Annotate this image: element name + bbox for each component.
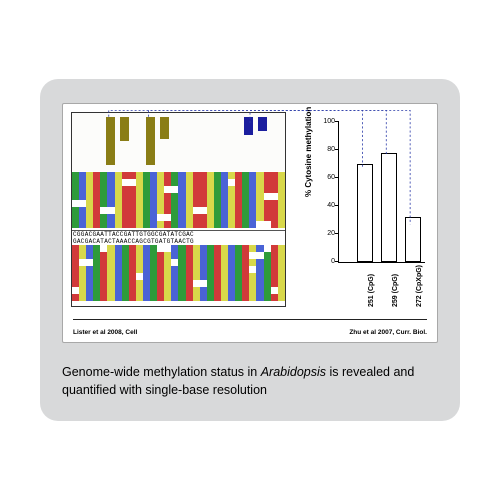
chart-bar — [357, 164, 373, 262]
chart-plot-area: 020406080100 — [338, 122, 425, 263]
sequence-row — [72, 172, 285, 179]
chart-bar — [381, 153, 397, 262]
divider-line — [73, 319, 427, 320]
x-tick-label: 251 (CpG) — [368, 274, 375, 307]
sequence-row — [72, 186, 285, 193]
x-tick-label: 259 (CpG) — [392, 274, 399, 307]
caption-pre: Genome-wide methylation status in — [62, 365, 261, 379]
track-bar — [106, 117, 115, 165]
citation-left: Lister et al 2008, Cell — [73, 329, 137, 336]
methylation-tracks — [72, 113, 285, 171]
sequence-row — [72, 252, 285, 259]
y-axis-label: % Cytosine methylation — [304, 107, 313, 197]
sequence-row — [72, 273, 285, 280]
bar-chart: % Cytosine methylation 020406080100 251 … — [300, 112, 429, 307]
sequence-row — [72, 259, 285, 266]
figure-panel: CGGACGAATTACCGATTGTGGCGATATCGAC GACGACAT… — [62, 103, 438, 343]
track-bar — [258, 117, 267, 131]
figure-caption: Genome-wide methylation status in Arabid… — [62, 363, 438, 399]
y-tick: 40 — [317, 202, 335, 209]
y-tick: 0 — [317, 258, 335, 265]
y-tick: 60 — [317, 174, 335, 181]
track-bar — [120, 117, 129, 141]
sequence-row — [72, 221, 285, 228]
track-bar — [146, 117, 155, 165]
consensus-line-1: CGGACGAATTACCGATTGTGGCGATATCGAC — [73, 231, 284, 238]
sequence-block-1 — [72, 172, 285, 228]
x-tick-label: 272 (CpXpG) — [416, 265, 423, 307]
track-bar — [160, 117, 169, 139]
figure-card: CGGACGAATTACCGATTGTGGCGATATCGAC GACGACAT… — [40, 79, 460, 421]
sequence-block-2 — [72, 245, 285, 301]
sequence-row — [72, 200, 285, 207]
sequence-row — [72, 245, 285, 252]
sequence-row — [72, 214, 285, 221]
y-tick: 80 — [317, 146, 335, 153]
sequence-row — [72, 179, 285, 186]
consensus-line-2: GACGACATACTAAACCAGCGTGATGTAACTG — [73, 238, 284, 245]
sequence-row — [72, 287, 285, 294]
track-bar — [244, 117, 253, 135]
sequence-row — [72, 193, 285, 200]
sequence-row — [72, 207, 285, 214]
y-tick: 20 — [317, 230, 335, 237]
caption-species: Arabidopsis — [261, 365, 326, 379]
sequence-row — [72, 266, 285, 273]
chart-bar — [405, 217, 421, 262]
sequence-row — [72, 294, 285, 301]
figure-inner: CGGACGAATTACCGATTGTGGCGATATCGAC GACGACAT… — [71, 112, 429, 307]
consensus-sequence: CGGACGAATTACCGATTGTGGCGATATCGAC GACGACAT… — [72, 230, 285, 246]
citation-right: Zhu et al 2007, Curr. Biol. — [349, 329, 427, 336]
sequence-alignment: CGGACGAATTACCGATTGTGGCGATATCGAC GACGACAT… — [71, 112, 286, 307]
y-tick: 100 — [317, 118, 335, 125]
sequence-row — [72, 280, 285, 287]
